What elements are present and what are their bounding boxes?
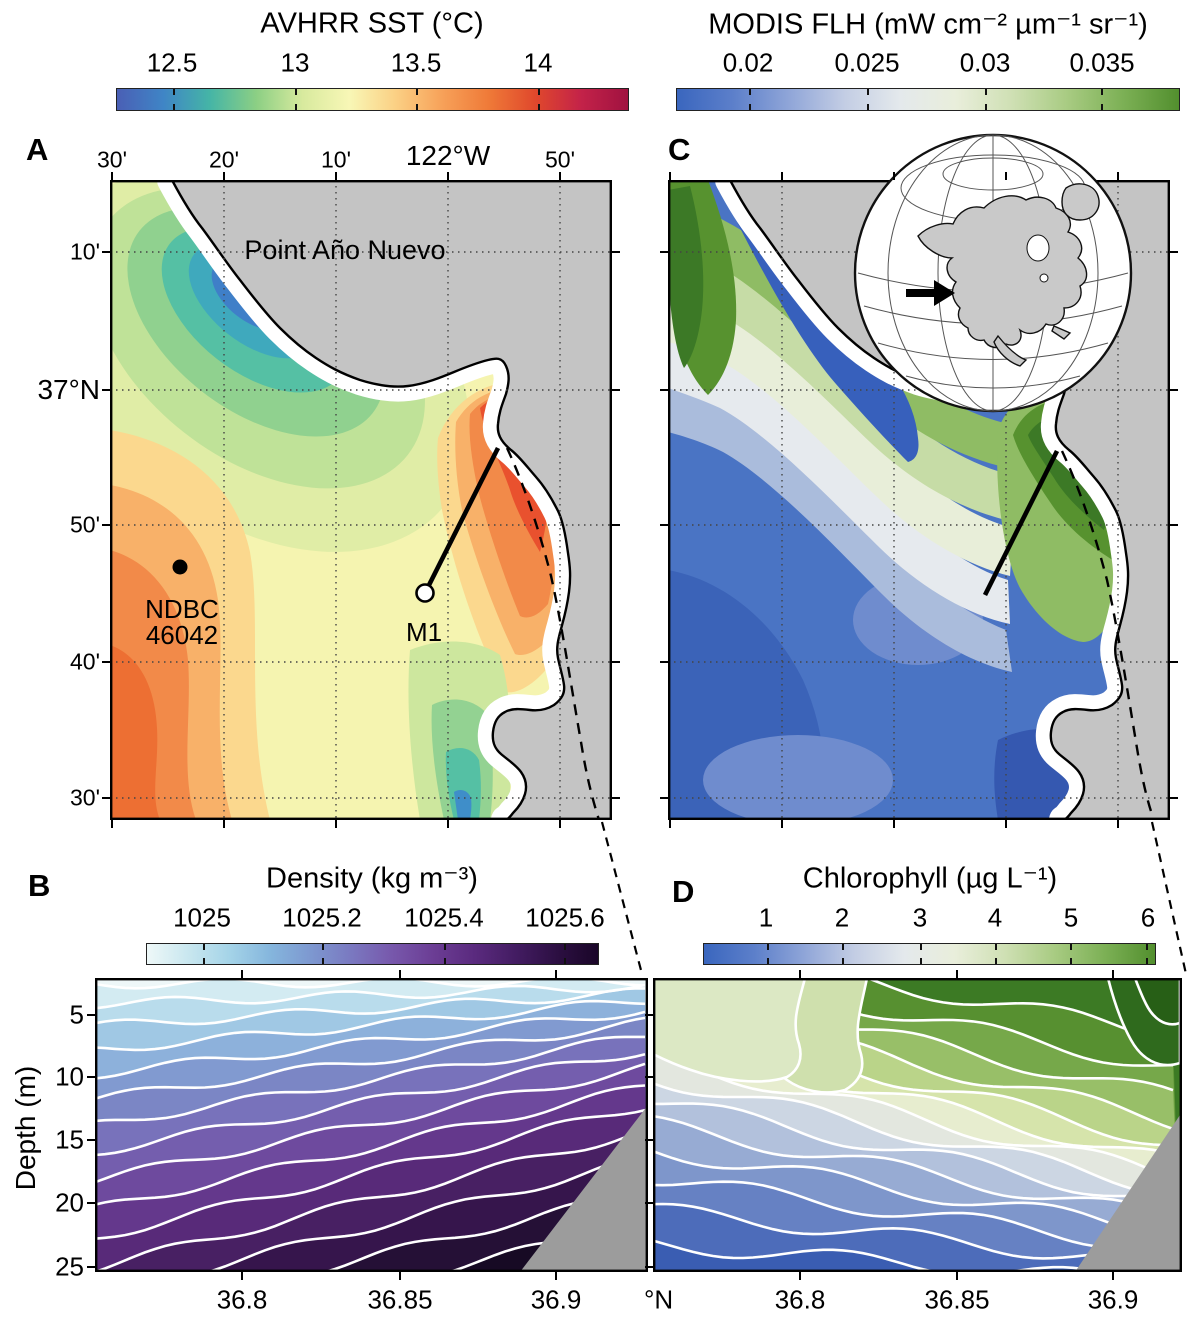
flh-cb-tick-label: 0.025 — [834, 47, 900, 78]
depth-axis-label: Depth (m) — [10, 1065, 41, 1191]
b-lat-tick: 36.8 — [216, 1284, 268, 1315]
sst-colorbar — [116, 88, 629, 111]
ndbc-buoy-marker — [172, 559, 188, 575]
density-section-panel-b — [95, 978, 648, 1272]
section-link-dashed-c — [1060, 450, 1156, 820]
sst-cb-tick-label: 13.5 — [390, 47, 442, 78]
a-lat-tick-major: 37°N — [37, 374, 100, 405]
a-lat-tick: 30' — [70, 784, 100, 811]
chl-cb-tick-label: 1 — [758, 902, 774, 933]
density-cb-tick-label: 1025.2 — [282, 902, 362, 933]
a-lat-tick: 50' — [70, 511, 100, 538]
globe-north-america — [917, 183, 1100, 367]
section-link-dashed-a — [505, 447, 601, 820]
connector-c-to-d — [1150, 821, 1188, 975]
flh-cb-tick-label: 0.02 — [722, 47, 774, 78]
b-depth-tick: 10 — [55, 1061, 84, 1092]
transect-line-a — [422, 446, 501, 595]
chl-colorbar — [703, 943, 1156, 965]
globe-inset — [853, 133, 1133, 413]
sst-cb-tick-label: 13 — [280, 47, 310, 78]
annotation-46042: 46042 — [146, 620, 218, 650]
flh-colorbar-title: MODIS FLH (mW cm⁻² µm⁻¹ sr⁻¹) — [708, 8, 1148, 41]
globe-location-arrow-icon — [906, 280, 955, 306]
lat-unit-label: °N — [644, 1284, 674, 1315]
a-lat-tick: 10' — [70, 238, 100, 265]
flh-map-panel-c — [668, 180, 1170, 820]
a-lon-tick-major: 122°W — [405, 140, 491, 171]
panel-letter-a: A — [26, 132, 49, 167]
chl-cb-tick-label: 2 — [834, 902, 850, 933]
a-lon-tick: 50' — [545, 146, 575, 173]
b-depth-tick: 25 — [55, 1251, 84, 1282]
chl-cb-tick-label: 4 — [987, 902, 1003, 933]
land-a — [170, 180, 612, 820]
density-colorbar — [146, 943, 599, 965]
b-depth-tick: 5 — [69, 999, 84, 1030]
m1-mooring-marker — [415, 583, 435, 603]
d-lat-tick: 36.85 — [924, 1284, 990, 1315]
sst-map-panel-a: Point Año Nuevo NDBC 46042 M1 — [110, 180, 612, 820]
panel-letter-b: B — [28, 868, 51, 903]
flh-cb-tick-label: 0.035 — [1069, 47, 1135, 78]
chl-cb-tick-label: 5 — [1063, 902, 1079, 933]
flh-cb-tick-label: 0.03 — [959, 47, 1011, 78]
b-lat-tick: 36.9 — [530, 1284, 582, 1315]
a-lon-tick: 20' — [209, 146, 239, 173]
panel-letter-d: D — [672, 874, 695, 909]
a-lon-tick: 10' — [321, 146, 351, 173]
density-cb-tick-label: 1025.4 — [404, 902, 484, 933]
flh-colorbar — [676, 88, 1180, 111]
panel-letter-c: C — [668, 132, 691, 167]
a-lon-tick: 30' — [97, 146, 127, 173]
density-cb-tick-label: 1025.6 — [525, 902, 605, 933]
chl-cb-tick-label: 6 — [1140, 902, 1156, 933]
annotation-point-ano-nuevo: Point Año Nuevo — [244, 235, 445, 265]
chl-cb-tick-label: 3 — [912, 902, 928, 933]
b-depth-tick: 20 — [55, 1187, 84, 1218]
d-lat-tick: 36.8 — [774, 1284, 826, 1315]
b-depth-tick: 15 — [55, 1124, 84, 1155]
chl-colorbar-title: Chlorophyll (µg L⁻¹) — [802, 862, 1058, 895]
annotation-ndbc: NDBC — [145, 594, 219, 624]
sst-cb-tick-label: 14 — [523, 47, 553, 78]
a-lat-tick: 40' — [70, 648, 100, 675]
d-lat-tick: 36.9 — [1087, 1284, 1139, 1315]
chlorophyll-section-panel-d — [653, 978, 1182, 1272]
sst-cb-tick-label: 12.5 — [146, 47, 198, 78]
annotation-m1: M1 — [406, 617, 442, 647]
density-colorbar-title: Density (kg m⁻³) — [266, 862, 478, 895]
connector-a-to-b — [600, 821, 644, 975]
b-lat-tick: 36.85 — [367, 1284, 433, 1315]
sst-colorbar-title: AVHRR SST (°C) — [260, 7, 484, 40]
density-cb-tick-label: 1025 — [173, 902, 231, 933]
transect-line-c — [982, 449, 1060, 597]
